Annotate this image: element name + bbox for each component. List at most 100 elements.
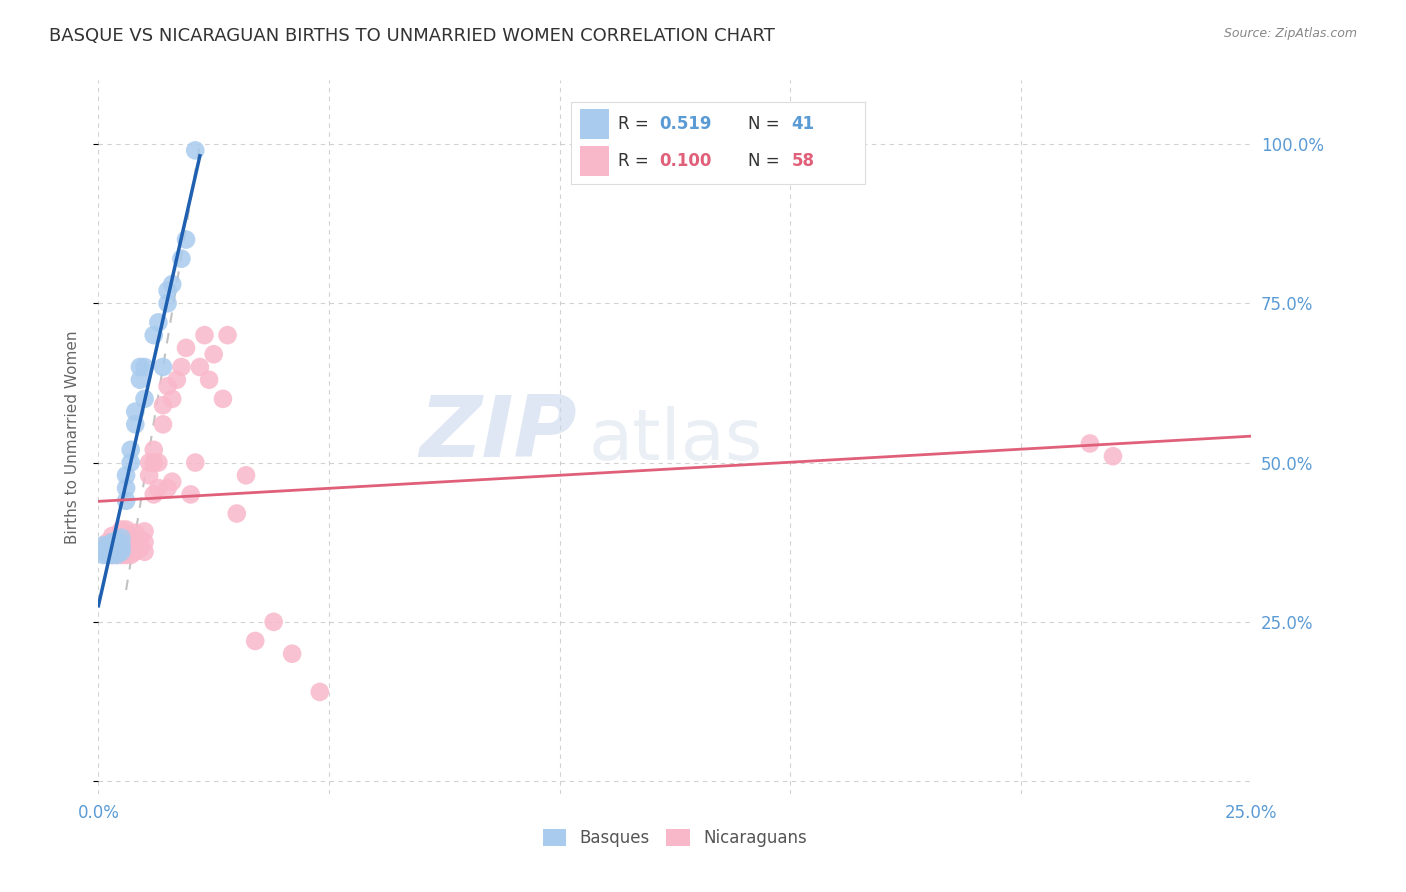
Point (120, 529, 142, 543)
Text: ZIP: ZIP (419, 392, 576, 475)
Text: BASQUE VS NICARAGUAN BIRTHS TO UNMARRIED WOMEN CORRELATION CHART: BASQUE VS NICARAGUAN BIRTHS TO UNMARRIED… (49, 27, 775, 45)
Point (134, 524, 156, 539)
Point (105, 538, 128, 552)
Point (97, 538, 120, 552)
Point (198, 373, 221, 387)
Point (129, 541, 152, 556)
Point (110, 531, 132, 545)
Point (245, 634, 267, 648)
Point (235, 468, 257, 483)
Point (110, 545, 132, 559)
Point (120, 538, 142, 552)
Point (91, 548, 114, 562)
Point (1078, 436, 1101, 450)
Point (110, 548, 132, 562)
Point (129, 532, 152, 546)
Point (91, 538, 114, 552)
Point (1102, 449, 1125, 463)
Point (97, 548, 120, 562)
Point (138, 468, 160, 483)
Point (120, 456, 142, 470)
Point (156, 481, 179, 495)
Point (184, 456, 207, 470)
Point (281, 647, 304, 661)
Point (115, 493, 138, 508)
Point (101, 538, 124, 552)
Point (160, 392, 183, 406)
Point (148, 315, 170, 329)
Point (166, 373, 188, 387)
Point (115, 523, 138, 537)
Point (105, 533, 128, 548)
Point (101, 548, 124, 562)
Point (110, 540, 132, 554)
Point (308, 685, 330, 699)
Point (134, 359, 156, 374)
Point (184, 144, 207, 158)
Point (170, 252, 193, 266)
Point (142, 487, 165, 501)
Point (129, 373, 152, 387)
Point (152, 359, 174, 374)
Point (120, 442, 142, 457)
Point (115, 548, 138, 562)
Point (134, 535, 156, 549)
Point (124, 545, 146, 559)
Point (188, 359, 211, 374)
Point (263, 615, 285, 629)
Point (101, 546, 124, 560)
Point (160, 277, 183, 292)
Point (115, 481, 138, 495)
Point (170, 359, 193, 374)
Point (124, 404, 146, 418)
Point (156, 284, 179, 298)
Point (212, 392, 235, 406)
Point (124, 417, 146, 432)
Point (174, 233, 197, 247)
Point (124, 537, 146, 551)
Point (160, 475, 183, 489)
Point (142, 442, 165, 457)
Point (225, 507, 247, 521)
Point (97, 535, 120, 549)
Point (174, 341, 197, 355)
Point (138, 456, 160, 470)
Point (97, 545, 120, 559)
Point (148, 456, 170, 470)
Point (105, 543, 128, 558)
Point (110, 537, 132, 551)
Point (152, 417, 174, 432)
Point (97, 548, 120, 562)
Point (110, 535, 132, 549)
Point (134, 392, 156, 406)
Point (202, 347, 225, 361)
Point (124, 525, 146, 540)
Point (217, 328, 239, 343)
Point (115, 540, 138, 554)
Text: Source: ZipAtlas.com: Source: ZipAtlas.com (1223, 27, 1357, 40)
Point (142, 328, 165, 343)
Point (105, 538, 128, 552)
Point (101, 548, 124, 562)
Point (105, 548, 128, 562)
Point (193, 328, 215, 343)
Y-axis label: Births to Unmarried Women: Births to Unmarried Women (65, 330, 80, 544)
Legend: Basques, Nicaraguans: Basques, Nicaraguans (536, 822, 814, 854)
Point (101, 543, 124, 558)
Point (105, 541, 128, 556)
Point (156, 296, 179, 310)
Text: atlas: atlas (589, 406, 763, 475)
Point (110, 541, 132, 556)
Point (105, 548, 128, 562)
Point (101, 529, 124, 543)
Point (180, 487, 202, 501)
Point (115, 468, 138, 483)
Point (91, 545, 114, 559)
Point (134, 545, 156, 559)
Point (129, 359, 152, 374)
Point (97, 541, 120, 556)
Point (110, 523, 132, 537)
Point (156, 379, 179, 393)
Point (142, 456, 165, 470)
Point (101, 541, 124, 556)
